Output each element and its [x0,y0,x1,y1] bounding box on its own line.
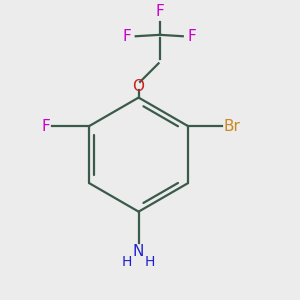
Text: O: O [133,79,145,94]
Text: F: F [42,118,51,134]
Text: Br: Br [224,118,241,134]
Text: H: H [145,255,155,269]
Text: H: H [122,255,132,269]
Text: F: F [156,4,164,19]
Text: F: F [187,29,196,44]
Text: N: N [133,244,144,260]
Text: F: F [123,29,131,44]
